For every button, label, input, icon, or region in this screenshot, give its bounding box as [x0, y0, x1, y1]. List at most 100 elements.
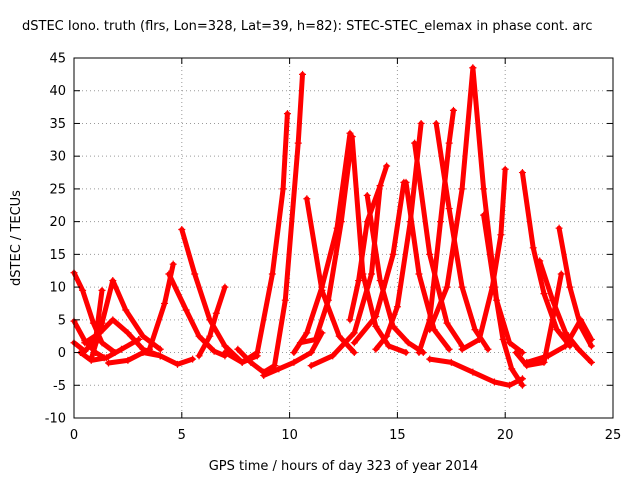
- data-point-plus: [260, 371, 268, 379]
- data-point-plus: [402, 178, 410, 186]
- data-point-plus: [290, 358, 298, 366]
- data-point-plus: [122, 306, 130, 314]
- chart-title: dSTEC Iono. truth (flrs, Lon=328, Lat=39…: [22, 19, 593, 34]
- data-point-plus: [281, 296, 289, 304]
- data-point-plus: [303, 195, 311, 203]
- data-point-plus: [234, 345, 242, 353]
- arc-trace: [71, 287, 105, 354]
- data-point-plus: [553, 326, 561, 334]
- data-point-plus: [372, 313, 380, 321]
- data-point-plus: [385, 342, 393, 350]
- x-tick-label: 15: [389, 428, 406, 443]
- data-point-plus: [404, 339, 412, 347]
- data-point-plus: [536, 257, 544, 265]
- data-point-plus: [294, 139, 302, 147]
- data-point-plus: [484, 345, 492, 353]
- data-point-plus: [247, 358, 255, 366]
- data-point-plus: [540, 358, 548, 366]
- data-point-plus: [124, 356, 132, 364]
- data-point-plus: [156, 345, 164, 353]
- data-point-plus: [402, 349, 410, 357]
- data-point-plus: [426, 326, 434, 334]
- data-point-plus: [490, 378, 498, 386]
- data-point-plus: [221, 349, 229, 357]
- data-point-plus: [333, 224, 341, 232]
- x-tick-label: 25: [605, 428, 622, 443]
- data-point-plus: [139, 349, 147, 357]
- data-point-plus: [372, 345, 380, 353]
- data-point-plus: [348, 133, 356, 141]
- x-tick-label: 0: [70, 428, 78, 443]
- data-point-plus: [79, 286, 87, 294]
- data-point-plus: [411, 139, 419, 147]
- data-point-plus: [372, 322, 380, 330]
- y-tick-label: 15: [49, 248, 66, 263]
- data-point-plus: [518, 375, 526, 383]
- data-point-plus: [445, 205, 453, 213]
- data-point-plus: [253, 349, 261, 357]
- data-point-plus: [324, 296, 332, 304]
- data-point-plus: [161, 299, 169, 307]
- data-point-plus: [383, 332, 391, 340]
- data-point-plus: [238, 358, 246, 366]
- data-point-plus: [587, 335, 595, 343]
- data-point-plus: [540, 290, 548, 298]
- data-point-plus: [445, 139, 453, 147]
- plot-frame: [73, 57, 614, 419]
- data-point-plus: [443, 319, 451, 327]
- arc-series: [139, 349, 197, 368]
- data-point-plus: [458, 283, 466, 291]
- y-tick-label: 30: [49, 150, 66, 165]
- y-tick-label: 10: [49, 281, 66, 296]
- data-point-plus: [555, 224, 563, 232]
- arc-series: [221, 110, 291, 366]
- data-point-plus: [469, 368, 477, 376]
- data-point-plus: [415, 349, 423, 357]
- arc-trace: [88, 278, 163, 362]
- axis-ticks: 0 5 10 15 20 25 -10 -5 0 5 10 15 20 25 30 35 40 45: [45, 52, 622, 444]
- x-axis-label: GPS time / hours of day 323 of year 2014: [209, 459, 479, 474]
- data-point-plus: [490, 283, 498, 291]
- data-point-plus: [529, 244, 537, 252]
- data-point-plus: [499, 335, 507, 343]
- data-point-plus: [307, 349, 315, 357]
- data-point-plus: [432, 119, 440, 127]
- y-tick-label: -5: [53, 379, 66, 394]
- data-point-plus: [182, 306, 190, 314]
- y-tick-label: -10: [45, 412, 66, 427]
- arc-trace: [222, 111, 290, 365]
- data-point-plus: [549, 296, 557, 304]
- data-point-plus: [350, 339, 358, 347]
- data-point-plus: [480, 185, 488, 193]
- arc-trace: [412, 140, 465, 349]
- arc-series: [195, 283, 229, 360]
- data-point-plus: [426, 250, 434, 258]
- data-point-plus: [497, 231, 505, 239]
- data-point-plus: [169, 260, 177, 268]
- data-point-plus: [275, 365, 283, 373]
- data-point-plus: [469, 64, 477, 72]
- data-point-plus: [335, 332, 343, 340]
- data-point-plus: [98, 319, 106, 327]
- arc-series: [234, 70, 307, 376]
- arc-trace: [235, 71, 305, 375]
- data-point-plus: [117, 345, 125, 353]
- y-tick-label: 20: [49, 215, 66, 230]
- arc-trace: [403, 179, 452, 352]
- data-point-plus: [156, 352, 164, 360]
- data-point-plus: [102, 354, 110, 362]
- data-point-plus: [165, 270, 173, 278]
- data-point-plus: [355, 277, 363, 285]
- data-point-plus: [290, 349, 298, 357]
- data-point-plus: [417, 119, 425, 127]
- x-tick-label: 5: [178, 428, 186, 443]
- arc-series: [523, 316, 595, 366]
- arc-series: [70, 269, 119, 357]
- data-point-plus: [443, 283, 451, 291]
- y-tick-label: 25: [49, 182, 66, 197]
- data-point-plus: [212, 309, 220, 317]
- data-point-plus: [350, 329, 358, 337]
- data-point-plus: [104, 359, 112, 367]
- arc-series: [402, 178, 453, 353]
